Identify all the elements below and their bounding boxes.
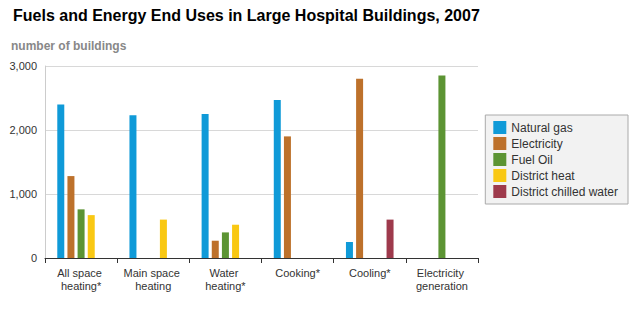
svg-text:heating*: heating* (205, 280, 246, 292)
svg-text:0: 0 (31, 252, 37, 264)
svg-text:heating*: heating* (61, 280, 102, 292)
svg-text:District heat: District heat (511, 169, 575, 183)
svg-text:3,000: 3,000 (9, 60, 37, 72)
svg-text:Cooking*: Cooking* (275, 267, 320, 279)
svg-text:Fuels and Energy End Uses in L: Fuels and Energy End Uses in Large Hospi… (13, 7, 480, 24)
svg-text:Electricity: Electricity (417, 267, 467, 279)
svg-text:All space: All space (57, 267, 105, 279)
svg-text:2,000: 2,000 (9, 124, 37, 136)
svg-text:1,000: 1,000 (9, 188, 37, 200)
svg-text:District chilled water: District chilled water (511, 185, 618, 199)
svg-text:number of buildings: number of buildings (11, 39, 127, 53)
svg-text:generation: generation (416, 280, 468, 292)
svg-text:Natural gas: Natural gas (511, 121, 572, 135)
svg-text:heating: heating (135, 280, 171, 292)
svg-text:Cooling*: Cooling* (349, 267, 391, 279)
svg-text:Water: Water (209, 267, 241, 279)
svg-text:Electricity: Electricity (511, 137, 562, 151)
svg-text:Main space: Main space (124, 267, 183, 279)
svg-text:Fuel Oil: Fuel Oil (511, 153, 552, 167)
